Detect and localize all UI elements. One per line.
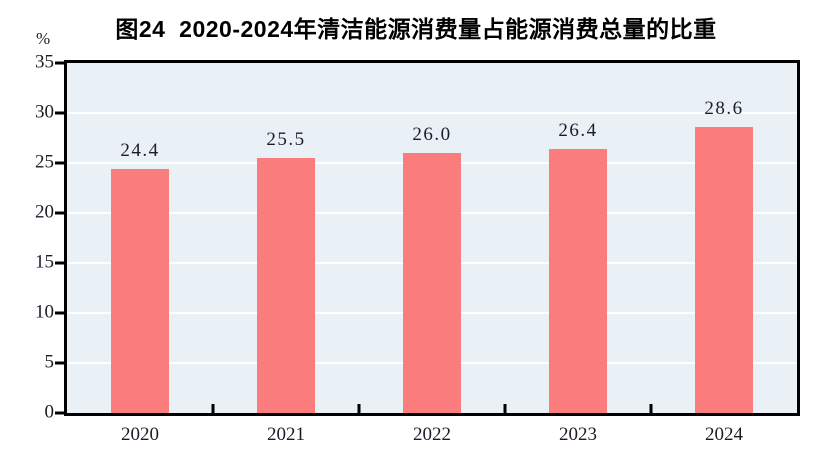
x-axis: 2020 2021 2022 2023 2024 bbox=[67, 424, 797, 452]
bar-2023 bbox=[549, 149, 607, 413]
bar-value-label-2020: 24.4 bbox=[120, 140, 160, 161]
bar-value-label-2023: 26.4 bbox=[558, 120, 598, 141]
y-axis-tick-label: 35 bbox=[35, 51, 54, 73]
y-axis-tick-mark bbox=[55, 411, 64, 415]
bar-value-label-2021: 25.5 bbox=[266, 129, 306, 150]
bar-value-label-2022: 26.0 bbox=[412, 124, 452, 145]
chart-title: 图24 2020-2024年清洁能源消费量占能源消费总量的比重 bbox=[115, 16, 717, 42]
gridline bbox=[67, 112, 797, 114]
y-axis-tick-label: 5 bbox=[44, 351, 55, 373]
y-axis-tick-mark bbox=[55, 211, 64, 215]
x-axis-tick-mark bbox=[649, 404, 653, 413]
y-axis-tick-mark bbox=[55, 361, 64, 365]
y-axis-tick-mark bbox=[55, 111, 64, 115]
bar-2020 bbox=[111, 169, 169, 413]
y-axis-unit-label: % bbox=[36, 29, 51, 48]
bar-value-label-2024: 28.6 bbox=[704, 98, 744, 119]
x-axis-label-2024: 2024 bbox=[705, 424, 743, 445]
plot-area: 24.4 25.5 26.0 26.4 28.6 bbox=[55, 60, 800, 416]
y-axis-tick-mark bbox=[55, 61, 64, 65]
y-axis-tick-mark bbox=[55, 261, 64, 265]
x-axis-label-2023: 2023 bbox=[559, 424, 597, 445]
y-axis-tick-label: 20 bbox=[35, 201, 54, 223]
y-axis-tick-label: 15 bbox=[35, 251, 54, 273]
y-axis-tick-label: 30 bbox=[35, 101, 54, 123]
bar-2021 bbox=[257, 158, 315, 413]
y-axis-tick-label: 10 bbox=[35, 301, 54, 323]
x-axis-label-2021: 2021 bbox=[267, 424, 305, 445]
bar-2022 bbox=[403, 153, 461, 413]
x-axis-tick-mark bbox=[503, 404, 507, 413]
bar-2024 bbox=[695, 127, 753, 413]
x-axis-tick-mark bbox=[357, 404, 361, 413]
x-axis-label-2020: 2020 bbox=[121, 424, 159, 445]
y-axis-tick-label: 25 bbox=[35, 151, 54, 173]
y-axis-tick-mark bbox=[55, 311, 64, 315]
x-axis-label-2022: 2022 bbox=[413, 424, 451, 445]
x-axis-tick-mark bbox=[211, 404, 215, 413]
y-axis: 0 5 10 15 20 25 30 35 bbox=[0, 52, 55, 423]
y-axis-tick-label: 0 bbox=[44, 401, 55, 423]
y-axis-tick-mark bbox=[55, 161, 64, 165]
